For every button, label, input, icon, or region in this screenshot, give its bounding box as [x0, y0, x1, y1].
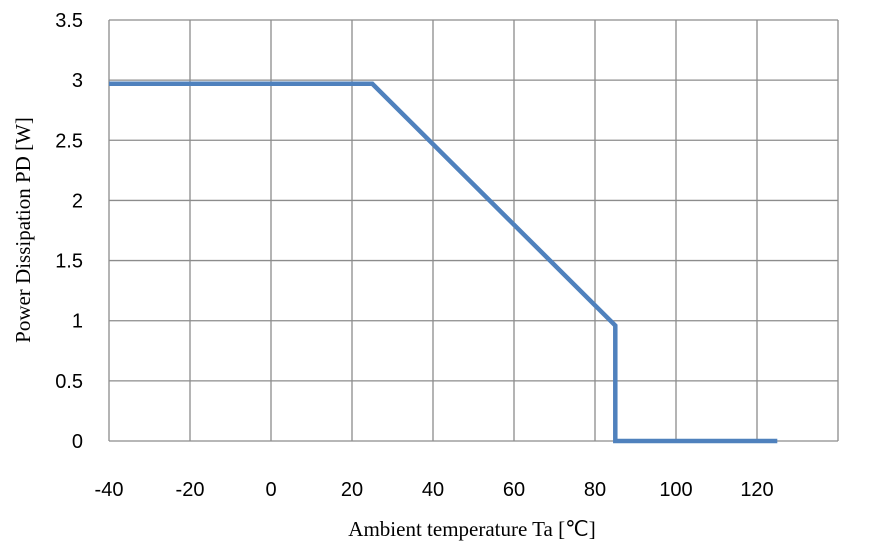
y-tick-label: 2	[72, 190, 83, 212]
y-tick-label: 0.5	[55, 371, 83, 393]
x-tick-label: 0	[265, 479, 276, 501]
y-tick-label: 0	[72, 431, 83, 453]
y-axis-tick-labels: 0 0.5 1 1.5 2 2.5 3 3.5	[55, 10, 83, 453]
x-tick-label: 40	[422, 479, 444, 501]
x-tick-label: 100	[659, 479, 692, 501]
y-tick-label: 2.5	[55, 130, 83, 152]
y-tick-label: 3.5	[55, 10, 83, 32]
series-layer	[109, 81, 778, 444]
x-axis-tick-labels: -40 -20 0 20 40 60 80 100 120	[95, 479, 774, 501]
vertical-gridlines	[108, 20, 839, 441]
y-tick-label: 1.5	[55, 251, 83, 273]
x-tick-label: 120	[740, 479, 773, 501]
x-tick-label: 20	[341, 479, 363, 501]
y-axis-title: Power Dissipation PD [W]	[11, 117, 35, 343]
y-tick-label: 3	[72, 70, 83, 92]
series-line	[109, 81, 778, 444]
x-tick-label: 80	[584, 479, 606, 501]
horizontal-gridlines	[109, 19, 838, 442]
x-tick-label: 60	[503, 479, 525, 501]
y-tick-label: 1	[72, 311, 83, 333]
x-tick-label: -20	[176, 479, 205, 501]
x-tick-label: -40	[95, 479, 124, 501]
x-axis-title: Ambient temperature Ta [℃]	[348, 517, 595, 541]
